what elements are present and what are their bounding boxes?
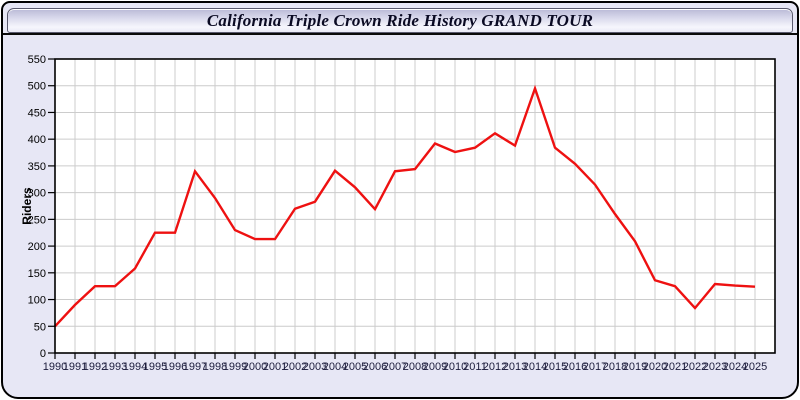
x-tick-label: 2009	[423, 361, 447, 373]
x-tick-label: 2003	[303, 361, 327, 373]
y-tick-label: 150	[28, 268, 46, 280]
x-tick-label: 2017	[583, 361, 607, 373]
x-tick-label: 2016	[563, 361, 587, 373]
header: California Triple Crown Ride History GRA…	[3, 3, 797, 35]
x-tick-label: 2005	[343, 361, 367, 373]
x-tick-label: 1995	[143, 361, 167, 373]
x-tick-label: 2010	[443, 361, 467, 373]
y-tick-label: 350	[28, 161, 46, 173]
y-tick-label: 100	[28, 295, 46, 307]
y-tick-label: 50	[34, 321, 46, 333]
x-tick-label: 2022	[683, 361, 707, 373]
page-title: California Triple Crown Ride History GRA…	[206, 10, 594, 30]
y-tick-label: 500	[28, 81, 46, 93]
x-tick-label: 1996	[163, 361, 187, 373]
x-tick-label: 2019	[623, 361, 647, 373]
x-tick-label: 2023	[703, 361, 727, 373]
x-tick-label: 1993	[103, 361, 127, 373]
x-tick-label: 1994	[123, 361, 147, 373]
x-tick-label: 2025	[743, 361, 767, 373]
y-axis-tick-labels: 0 50 100 150 200 250 300 350 400 450 500 550	[28, 54, 55, 360]
x-tick-label: 2014	[523, 361, 547, 373]
x-tick-label: 2002	[283, 361, 307, 373]
y-axis-title: Riders	[20, 187, 34, 225]
y-tick-label: 200	[28, 241, 46, 253]
x-tick-label: 2004	[323, 361, 347, 373]
x-tick-label: 2015	[543, 361, 567, 373]
x-tick-label: 2020	[643, 361, 667, 373]
x-tick-label: 2006	[363, 361, 387, 373]
x-tick-label: 1998	[203, 361, 227, 373]
y-tick-label: 450	[28, 107, 46, 119]
x-tick-label: 2008	[403, 361, 427, 373]
x-tick-label: 2024	[723, 361, 747, 373]
x-tick-label: 2013	[503, 361, 527, 373]
x-tick-label: 1997	[183, 361, 207, 373]
x-tick-label: 1992	[83, 361, 107, 373]
x-tick-label: 2011	[463, 361, 487, 373]
y-tick-label: 0	[40, 348, 46, 360]
x-tick-label: 2021	[663, 361, 687, 373]
y-tick-label: 300	[28, 188, 46, 200]
y-tick-label: 250	[28, 214, 46, 226]
x-tick-label: 2007	[383, 361, 407, 373]
x-tick-label: 2018	[603, 361, 627, 373]
x-tick-label: 1991	[63, 361, 87, 373]
x-tick-label: 1990	[43, 361, 67, 373]
x-tick-label: 2001	[263, 361, 287, 373]
y-tick-label: 400	[28, 134, 46, 146]
riders-series-line	[54, 84, 756, 328]
x-tick-label: 1999	[223, 361, 247, 373]
x-tick-label: 2012	[483, 361, 507, 373]
y-tick-label: 550	[28, 54, 46, 66]
x-tick-label: 2000	[243, 361, 267, 373]
x-axis-tick-labels: 1990199119921993199419951996199719981999…	[43, 353, 767, 373]
title-bar: California Triple Crown Ride History GRA…	[7, 8, 793, 33]
